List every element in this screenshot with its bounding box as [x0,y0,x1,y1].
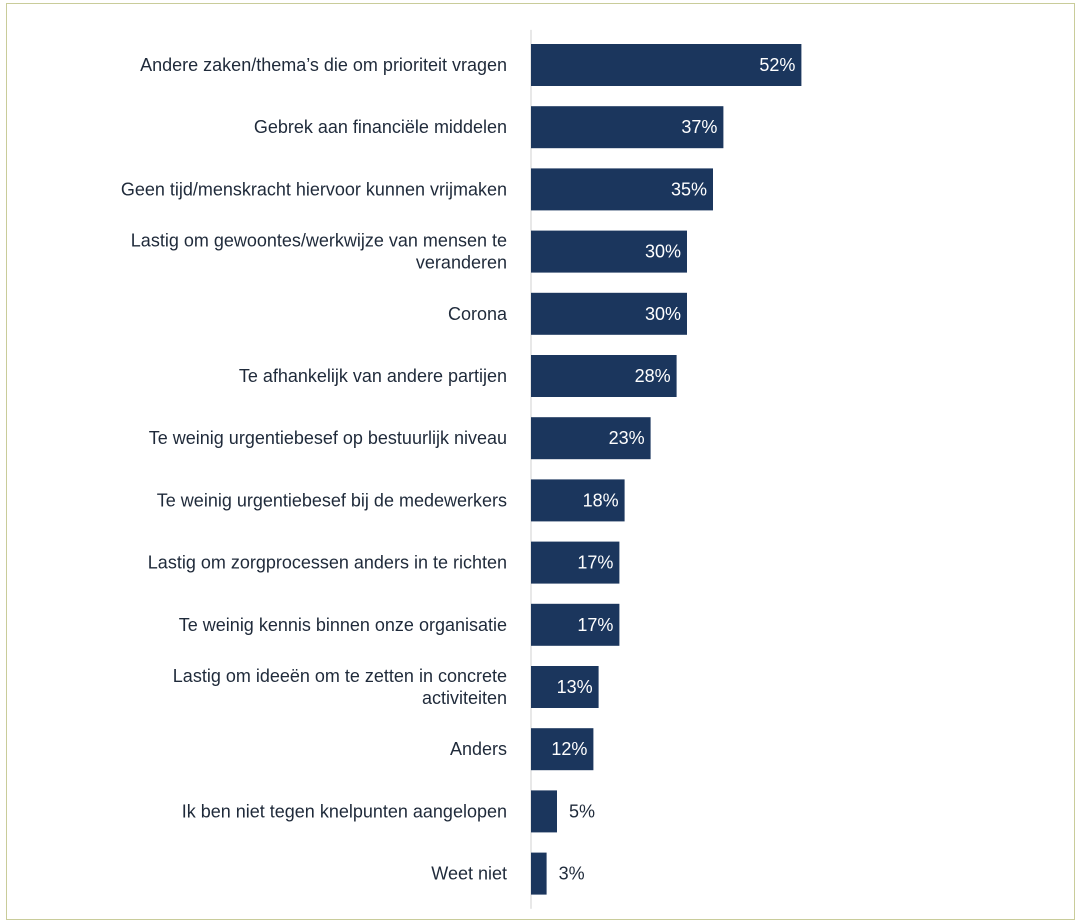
category-label-line: veranderen [416,253,507,273]
category-label-line: Gebrek aan financiële middelen [254,117,507,137]
bar [531,417,651,460]
bar-value-label: 5% [569,801,595,821]
category-label-line: Weet niet [431,864,507,884]
bar [531,168,713,211]
bar-value-label: 30% [645,242,681,262]
bar [531,603,620,646]
bar-value-label: 28% [635,366,671,386]
bar-value-label: 13% [557,677,593,697]
bar [531,106,724,149]
category-label-line: Anders [450,739,507,759]
bar-value-label: 23% [609,428,645,448]
bar [531,790,557,833]
bar [531,355,677,397]
category-label-line: activiteiten [422,688,507,708]
bar-value-label: 30% [645,304,681,324]
bar-value-label: 35% [671,179,707,199]
category-label-line: Ik ben niet tegen knelpunten aangelopen [182,801,507,821]
category-label: Corona [448,304,508,324]
category-label: Te weinig urgentiebesef bij de medewerke… [157,490,507,510]
bar [531,728,594,771]
category-label-line: Te weinig urgentiebesef op bestuurlijk n… [149,428,507,448]
category-label-line: Te weinig urgentiebesef bij de medewerke… [157,490,507,510]
category-label: Anders [450,739,507,759]
category-label: Lastig om gewoontes/werkwijze van mensen… [131,231,507,273]
category-label: Gebrek aan financiële middelen [254,117,507,137]
bar-value-label: 37% [681,117,717,137]
category-label-line: Lastig om gewoontes/werkwijze van mensen… [131,231,507,251]
bar [531,292,687,335]
category-label-line: Andere zaken/thema’s die om prioriteit v… [140,55,507,75]
category-label: Andere zaken/thema’s die om prioriteit v… [140,55,507,75]
bar-value-label: 12% [551,739,587,759]
bar-value-label: 17% [577,553,613,573]
bar-value-label: 18% [583,490,619,510]
category-label-line: Lastig om zorgprocessen anders in te ric… [148,553,507,573]
category-label-line: Corona [448,304,508,324]
category-label-line: Te weinig kennis binnen onze organisatie [179,615,507,635]
category-label: Ik ben niet tegen knelpunten aangelopen [182,801,507,821]
bar [531,479,625,522]
bar [531,44,802,86]
category-label: Te weinig kennis binnen onze organisatie [179,615,507,635]
bar [531,852,547,895]
category-label: Te weinig urgentiebesef op bestuurlijk n… [149,428,507,448]
bar [531,541,620,584]
bar-value-label: 52% [759,55,795,75]
bar [531,230,687,273]
category-label: Weet niet [431,864,507,884]
bar-value-label: 3% [559,864,585,884]
chart-frame: 52% Andere zaken/thema’s die om prioritei… [6,3,1075,920]
category-label-line: Te afhankelijk van andere partijen [239,366,507,386]
category-label-line: Geen tijd/menskracht hiervoor kunnen vri… [121,179,507,199]
category-label: Lastig om zorgprocessen anders in te ric… [148,553,507,573]
category-label-line: Lastig om ideeën om te zetten in concret… [173,666,507,686]
category-label: Te afhankelijk van andere partijen [239,366,507,386]
category-label: Lastig om ideeën om te zetten in concret… [173,666,507,708]
category-label: Geen tijd/menskracht hiervoor kunnen vri… [121,179,507,199]
bar-chart: 52% Andere zaken/thema’s die om prioritei… [121,29,802,909]
bar-value-label: 17% [577,615,613,635]
bar [531,666,599,708]
